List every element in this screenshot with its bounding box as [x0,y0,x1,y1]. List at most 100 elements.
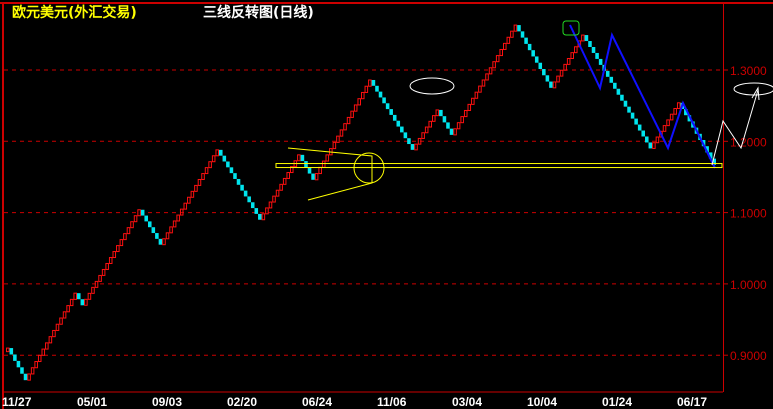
up-brick [364,85,369,93]
down-brick [684,109,688,116]
up-brick [290,166,294,174]
up-brick [286,172,291,179]
up-brick [321,160,326,168]
down-brick [13,354,17,361]
up-brick [282,177,287,185]
down-brick [534,56,539,63]
up-brick [456,122,461,130]
up-brick [268,201,273,209]
up-brick [428,120,433,128]
down-brick [77,293,81,300]
down-brick [549,81,553,88]
down-brick [222,155,227,162]
up-brick [272,195,276,203]
down-brick [712,158,716,165]
up-brick [414,143,418,151]
down-brick [645,136,649,143]
up-brick [556,75,560,83]
x-tick-label: 11/27 [2,395,32,409]
down-brick [233,173,237,179]
down-brick [20,367,24,374]
up-brick [179,208,184,216]
up-brick [94,280,99,288]
down-brick [591,46,596,53]
down-brick [148,221,152,228]
up-brick [559,69,564,77]
down-brick [247,196,251,203]
down-brick [623,100,628,107]
triangle-pattern [287,147,373,201]
up-brick [361,91,365,100]
up-brick [318,166,322,175]
up-brick [417,137,422,145]
down-brick [254,208,259,214]
down-brick [442,116,447,123]
down-brick [229,167,234,174]
projection-path [711,89,759,166]
up-brick [194,184,198,192]
down-brick [527,43,532,51]
up-brick [510,30,514,38]
up-brick [190,190,195,198]
down-brick [648,142,653,149]
up-brick [41,348,46,356]
x-tick-label: 06/17 [677,395,707,409]
up-brick [353,104,358,112]
up-brick [215,149,219,157]
down-brick [449,128,454,135]
down-brick [446,122,450,129]
up-brick [552,81,557,89]
up-brick [570,52,575,60]
up-brick [566,58,571,65]
down-brick [226,161,230,168]
down-brick [634,118,638,125]
up-brick [165,232,170,240]
down-brick [80,299,85,306]
down-brick [517,25,521,32]
down-brick [389,109,393,115]
down-brick [219,149,223,156]
down-brick [705,146,709,153]
up-brick [297,154,301,162]
down-brick [250,202,255,209]
up-brick [676,102,681,110]
down-brick [396,120,401,127]
up-brick [130,221,134,229]
up-brick [662,125,667,132]
up-brick [52,329,56,338]
up-brick [478,85,482,93]
up-brick [343,123,347,131]
up-brick [325,154,330,162]
up-brick [492,61,496,69]
up-brick [211,155,216,163]
up-brick [6,347,10,353]
up-brick [336,135,340,143]
down-brick [609,76,614,83]
up-brick [98,274,102,282]
down-brick [616,88,621,95]
up-brick [488,67,493,75]
down-brick [708,152,713,159]
y-tick-label: 1.2000 [730,135,767,149]
down-brick [588,41,592,47]
down-brick [258,213,262,220]
up-brick [123,233,127,241]
down-brick [627,106,631,113]
down-brick [300,154,305,162]
up-brick [66,305,70,313]
up-brick [176,214,180,222]
up-brick [350,110,354,118]
down-brick [375,85,379,92]
down-brick [311,173,315,180]
up-brick [581,34,585,42]
y-tick-label: 1.0000 [730,278,767,292]
up-brick [424,126,429,134]
down-brick [155,233,159,239]
up-brick [314,173,319,181]
up-brick [197,178,202,186]
down-brick [243,190,248,197]
down-brick [598,58,603,65]
up-brick [112,251,117,259]
